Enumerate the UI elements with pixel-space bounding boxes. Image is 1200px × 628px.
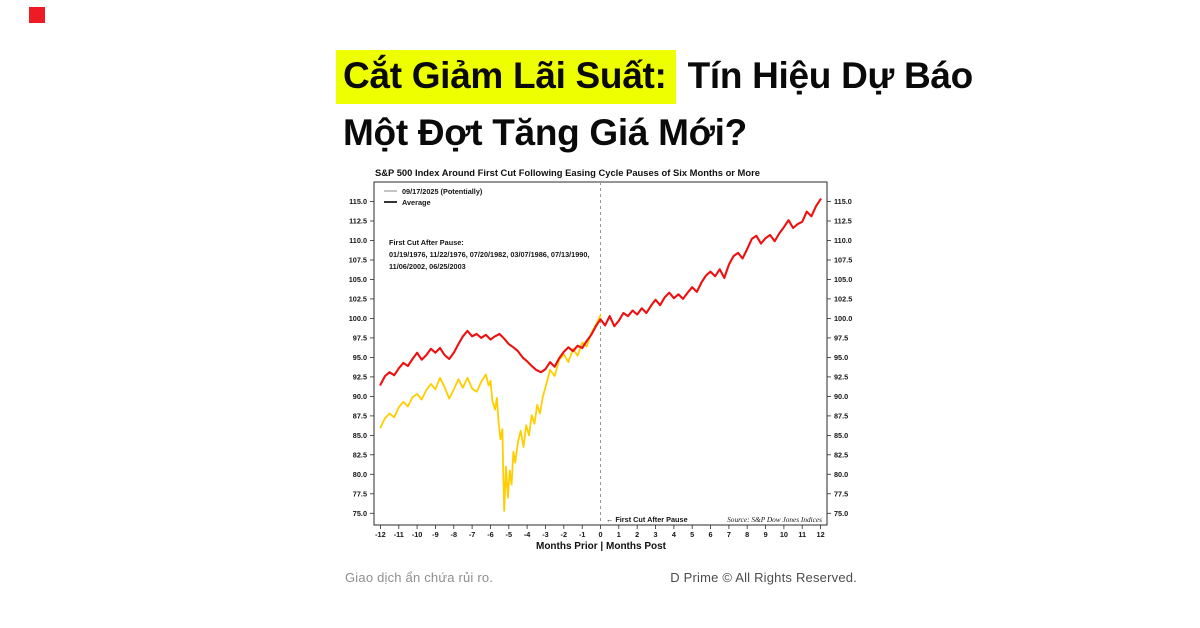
y-tick-label-left: 115.0	[349, 197, 367, 206]
legend-label-2025: 09/17/2025 (Potentially)	[402, 187, 483, 196]
y-tick-label-left: 87.5	[353, 411, 367, 420]
y-tick-label-right: 100.0	[834, 314, 852, 323]
x-tick-label: -9	[432, 530, 439, 539]
x-tick-label: -11	[394, 530, 404, 539]
y-tick-label-right: 97.5	[834, 333, 848, 342]
series-line	[379, 314, 602, 512]
plot-frame	[373, 181, 828, 526]
brand-logo	[29, 7, 45, 23]
y-tick-label-right: 115.0	[834, 197, 852, 206]
y-tick-label-left: 100.0	[349, 314, 367, 323]
sp500-chart: 75.0 75.0 77.5 77.5 80.0 80.0 82.5 82.5 85.0 85.0…	[340, 160, 870, 555]
x-tick-label: -12	[375, 530, 386, 539]
y-tick-label-left: 75.0	[353, 509, 367, 518]
headline-line1-rest: Tín Hiệu Dự Báo	[687, 55, 974, 96]
y-tick-label-left: 105.0	[349, 275, 367, 284]
x-tick-label: 5	[690, 530, 694, 539]
y-tick-label-right: 80.0	[834, 470, 848, 479]
y-tick-label-left: 90.0	[353, 392, 367, 401]
y-tick-label-left: 80.0	[353, 470, 367, 479]
y-tick-label-right: 95.0	[834, 353, 848, 362]
event-annotation: ← First Cut After Pause	[606, 515, 688, 524]
headline-line2: Một Đợt Tăng Giá Mới?	[343, 112, 747, 153]
y-tick-label-right: 102.5	[834, 294, 852, 303]
x-tick-label: -6	[487, 530, 494, 539]
y-tick-label-left: 110.0	[349, 236, 367, 245]
x-axis-label: Months Prior | Months Post	[536, 541, 667, 552]
headline-highlight: Cắt Giảm Lãi Suất:	[336, 50, 676, 104]
y-tick-label-right: 105.0	[834, 275, 852, 284]
x-tick-label: 12	[817, 530, 825, 539]
x-tick-label: -4	[524, 530, 531, 539]
y-tick-label-left: 85.0	[353, 431, 367, 440]
x-tick-label: 9	[764, 530, 768, 539]
x-tick-label: 11	[798, 530, 806, 539]
x-tick-label: 1	[617, 530, 621, 539]
y-tick-label-right: 82.5	[834, 450, 848, 459]
x-tick-label: 6	[708, 530, 712, 539]
x-tick-label: -7	[469, 530, 476, 539]
x-tick-label: 10	[780, 530, 788, 539]
x-tick-label: -3	[542, 530, 549, 539]
y-tick-label-right: 107.5	[834, 256, 852, 265]
footer-disclaimer: Giao dịch ẩn chứa rủi ro.	[345, 570, 494, 585]
x-tick-label: 8	[745, 530, 749, 539]
y-tick-label-right: 90.0	[834, 392, 848, 401]
headline: Cắt Giảm Lãi Suất: Tín Hiệu Dự Báo Một Đợ…	[336, 47, 1023, 161]
y-tick-label-left: 112.5	[349, 217, 367, 226]
annotation-line2: 01/19/1976, 11/22/1976, 07/20/1982, 03/0…	[389, 250, 589, 259]
y-tick-label-right: 112.5	[834, 217, 852, 226]
x-tick-label: 3	[653, 530, 657, 539]
x-tick-label: -10	[412, 530, 423, 539]
y-tick-label-right: 87.5	[834, 411, 848, 420]
legend-label-average: Average	[402, 198, 431, 207]
annotation-line1: First Cut After Pause:	[389, 238, 464, 247]
y-tick-label-left: 97.5	[353, 333, 367, 342]
y-tick-label-right: 77.5	[834, 489, 848, 498]
annotation-line3: 11/06/2002, 06/25/2003	[389, 262, 466, 271]
y-tick-label-left: 95.0	[353, 353, 367, 362]
chart-plot-area: 75.0 75.0 77.5 77.5 80.0 80.0 82.5 82.5 85.0 85.0…	[349, 181, 852, 539]
y-tick-label-right: 85.0	[834, 431, 848, 440]
chart-title: S&P 500 Index Around First Cut Following…	[375, 167, 760, 178]
y-tick-label-left: 92.5	[353, 372, 367, 381]
x-tick-label: 2	[635, 530, 639, 539]
y-tick-label-left: 102.5	[349, 294, 367, 303]
y-tick-label-left: 107.5	[349, 256, 367, 265]
source-label: Source: S&P Dow Jones Indices	[727, 515, 822, 524]
x-tick-label: 4	[672, 530, 677, 539]
y-tick-label-left: 77.5	[353, 489, 367, 498]
y-tick-label-right: 110.0	[834, 236, 852, 245]
x-tick-label: 0	[598, 530, 602, 539]
x-tick-label: 7	[727, 530, 731, 539]
y-tick-label-right: 75.0	[834, 509, 848, 518]
series-line	[379, 198, 822, 386]
x-tick-label: -5	[506, 530, 513, 539]
y-tick-label-left: 82.5	[353, 450, 367, 459]
x-tick-label: -2	[561, 530, 568, 539]
x-tick-label: -8	[451, 530, 458, 539]
x-tick-label: -1	[579, 530, 586, 539]
headline-line1: Cắt Giảm Lãi Suất: Tín Hiệu Dự Báo	[336, 47, 1023, 104]
footer-copyright: D Prime © All Rights Reserved.	[670, 570, 857, 585]
y-tick-label-right: 92.5	[834, 372, 848, 381]
